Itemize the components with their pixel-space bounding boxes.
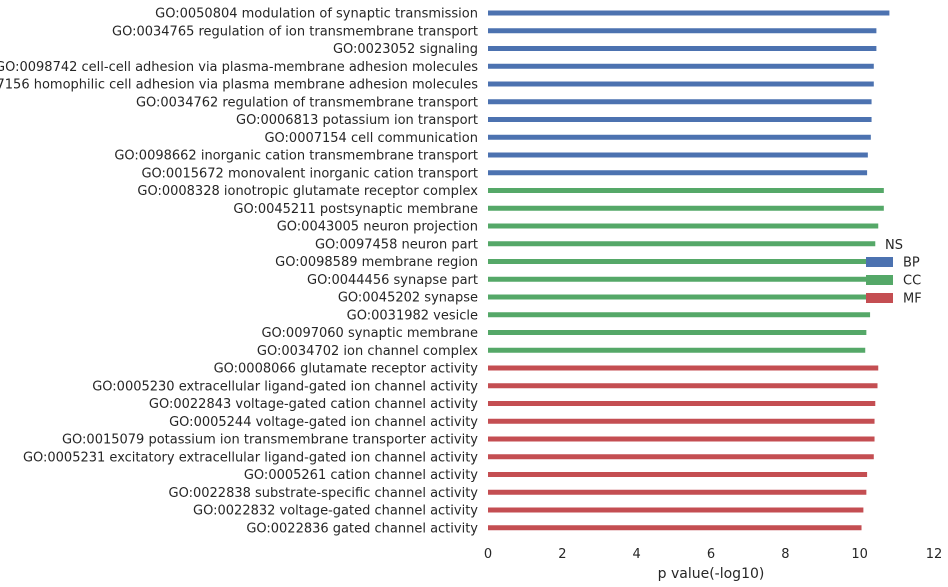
x-axis-ticks: 0 2 4 6 8 10 12 bbox=[484, 547, 942, 562]
category-label: GO:0034702 ion channel complex bbox=[257, 344, 478, 359]
bar-bp bbox=[488, 170, 868, 176]
x-tick-label: 0 bbox=[484, 547, 492, 562]
x-tick-label: 8 bbox=[781, 547, 789, 562]
category-label: GO:0006813 potassium ion transport bbox=[236, 113, 478, 128]
category-label: GO:0098742 cell-cell adhesion via plasma… bbox=[0, 60, 478, 75]
category-label: GO:0007154 cell communication bbox=[264, 131, 478, 146]
bar-cc bbox=[488, 188, 884, 193]
legend-swatch-mf bbox=[866, 293, 893, 303]
legend-swatch-cc bbox=[866, 275, 893, 285]
x-tick-label: 2 bbox=[558, 547, 566, 562]
legend-label-bp: BP bbox=[903, 256, 920, 271]
legend-title: NS bbox=[885, 238, 903, 253]
bar-bp bbox=[488, 117, 872, 122]
category-label: GO:0007156 homophilic cell adhesion via … bbox=[0, 78, 478, 93]
bar-mf bbox=[488, 525, 862, 531]
category-label: GO:0034762 regulation of transmembrane t… bbox=[136, 95, 478, 110]
bar-cc bbox=[488, 276, 873, 282]
bar-bp bbox=[488, 63, 874, 69]
legend-label-mf: MF bbox=[903, 292, 922, 307]
category-label: GO:0005230 extracellular ligand-gated io… bbox=[92, 379, 478, 394]
legend-label-cc: CC bbox=[903, 274, 921, 289]
category-label: GO:0022838 substrate-specific channel ac… bbox=[169, 486, 479, 501]
bar-mf bbox=[488, 436, 875, 442]
bar-mf bbox=[488, 454, 874, 460]
bar-cc bbox=[488, 294, 873, 300]
category-label: GO:0022843 voltage-gated cation channel … bbox=[149, 397, 478, 412]
category-label: GO:0022836 gated channel activity bbox=[246, 521, 478, 536]
category-label: GO:0015079 potassium ion transmembrane t… bbox=[62, 433, 478, 448]
category-label: GO:0034765 regulation of ion transmembra… bbox=[112, 24, 478, 39]
category-label: GO:0044456 synapse part bbox=[307, 273, 478, 288]
x-tick-label: 12 bbox=[926, 547, 943, 562]
bar-bp bbox=[488, 28, 877, 34]
x-tick-label: 4 bbox=[633, 547, 641, 562]
bar-cc bbox=[488, 312, 871, 318]
bar-mf bbox=[488, 507, 864, 513]
category-label: GO:0008328 ionotropic glutamate receptor… bbox=[137, 184, 478, 199]
category-label: GO:0015672 monovalent inorganic cation t… bbox=[141, 166, 478, 181]
legend-swatch-bp bbox=[866, 257, 893, 267]
bar-mf bbox=[488, 472, 868, 477]
category-label: GO:0045202 synapse bbox=[338, 291, 478, 306]
bar-cc bbox=[488, 223, 879, 229]
bar-mf bbox=[488, 418, 875, 424]
category-label: GO:0005261 cation channel activity bbox=[244, 468, 478, 483]
category-label: GO:0005231 excitatory extracellular liga… bbox=[23, 450, 478, 465]
bar-mf bbox=[488, 401, 876, 406]
category-label: GO:0008066 glutamate receptor activity bbox=[214, 362, 479, 377]
bar-cc bbox=[488, 347, 866, 353]
bar-cc bbox=[488, 330, 867, 335]
bar-mf bbox=[488, 489, 867, 495]
category-label: GO:0005244 voltage-gated ion channel act… bbox=[169, 415, 478, 430]
bar-bp bbox=[488, 134, 871, 140]
bar-bp bbox=[488, 10, 890, 16]
bar-cc bbox=[488, 205, 884, 211]
legend: NS BP CC MF bbox=[866, 238, 922, 307]
bars-layer bbox=[488, 10, 890, 531]
category-label: GO:0098589 membrane region bbox=[275, 255, 478, 270]
category-label: GO:0097060 synaptic membrane bbox=[261, 326, 478, 341]
x-tick-label: 6 bbox=[707, 547, 715, 562]
bar-bp bbox=[488, 152, 868, 158]
category-label: GO:0022832 voltage-gated channel activit… bbox=[193, 504, 478, 519]
category-label: GO:0098662 inorganic cation transmembran… bbox=[114, 149, 478, 164]
category-label: GO:0023052 signaling bbox=[333, 42, 478, 57]
bar-bp bbox=[488, 46, 877, 51]
x-tick-label: 10 bbox=[851, 547, 868, 562]
category-labels: GO:0050804 modulation of synaptic transm… bbox=[0, 7, 478, 537]
bar-mf bbox=[488, 383, 878, 389]
category-label: GO:0045211 postsynaptic membrane bbox=[233, 202, 478, 217]
x-axis-title: p value(-log10) bbox=[658, 566, 765, 582]
bar-bp bbox=[488, 81, 874, 87]
category-label: GO:0097458 neuron part bbox=[315, 237, 478, 252]
category-label: GO:0043005 neuron projection bbox=[277, 220, 478, 235]
category-label: GO:0031982 vesicle bbox=[347, 308, 478, 323]
bar-mf bbox=[488, 365, 879, 371]
bar-bp bbox=[488, 99, 872, 105]
bar-cc bbox=[488, 241, 876, 247]
bar-cc bbox=[488, 259, 873, 264]
category-label: GO:0050804 modulation of synaptic transm… bbox=[155, 7, 478, 22]
